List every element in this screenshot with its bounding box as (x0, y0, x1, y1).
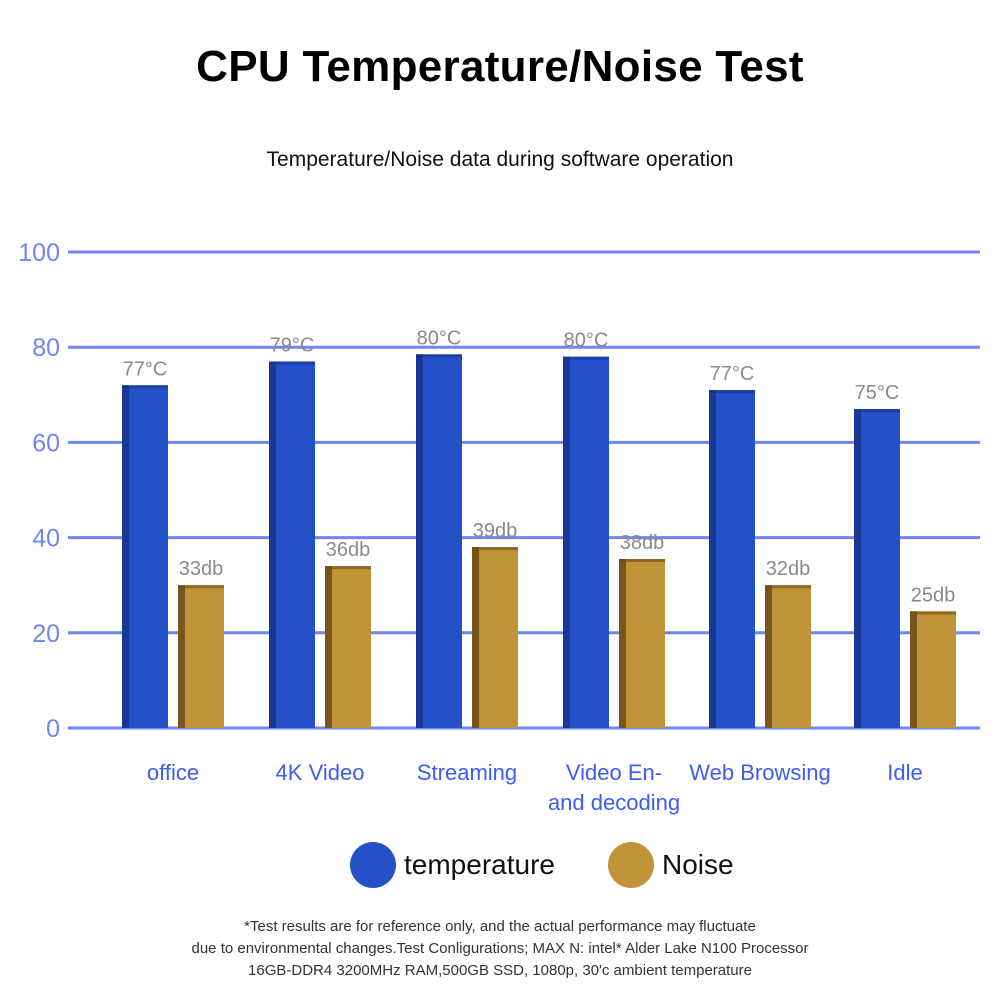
noise-bar-shade (619, 559, 626, 728)
temperature-value-label: 77°C (710, 363, 755, 385)
x-category-label: 4K Video (276, 760, 365, 785)
legend-item-temperature: temperature (350, 842, 555, 888)
bars (122, 354, 956, 728)
grid-lines (68, 250, 980, 730)
footnote-line: 16GB-DDR4 3200MHz RAM,500GB SSD, 1080p, … (248, 962, 752, 979)
noise-bar (910, 611, 956, 728)
temperature-bar (854, 409, 900, 728)
y-tick-label: 0 (46, 715, 60, 743)
temperature-bar-shade (709, 390, 716, 728)
noise-bar-top (472, 547, 518, 551)
noise-value-label: 39db (473, 520, 518, 542)
y-tick-label: 80 (32, 334, 60, 362)
legend-label-temperature: temperature (404, 849, 555, 880)
temperature-bar-top (563, 356, 609, 360)
x-category-label: Web Browsing (689, 760, 830, 785)
noise-bar (325, 566, 371, 728)
temperature-bar-top (269, 361, 315, 365)
noise-bar-shade (910, 611, 917, 728)
bar-chart: 0 20 40 60 80 100 77°C 79°C 80°C 80°C 77°C 75°C 33d… (18, 239, 980, 815)
noise-value-label: 38db (620, 532, 665, 554)
noise-bar-top (178, 585, 224, 589)
noise-value-label: 33db (179, 558, 224, 580)
temperature-bar-top (854, 409, 900, 413)
noise-value-label: 25db (911, 584, 956, 606)
value-labels: 77°C 79°C 80°C 80°C 77°C 75°C 33db 36db 39db 38db… (123, 327, 956, 606)
y-axis-ticks: 0 20 40 60 80 100 (18, 239, 60, 743)
temperature-bar-face (563, 356, 609, 728)
chart-title: CPU Temperature/Noise Test (196, 42, 804, 91)
noise-bar-top (910, 611, 956, 615)
noise-bar-shade (178, 585, 185, 728)
noise-bar (765, 585, 811, 728)
temperature-bar-top (416, 354, 462, 358)
temperature-value-label: 80°C (564, 330, 609, 352)
legend-item-noise: Noise (608, 842, 734, 888)
x-category-label: Video En- (566, 760, 662, 785)
legend-swatch-temperature (350, 842, 396, 888)
temperature-bar-shade (122, 385, 129, 728)
noise-bar-face (178, 585, 224, 728)
x-category-label: Idle (887, 760, 922, 785)
temperature-bar-face (854, 409, 900, 728)
noise-bar (472, 547, 518, 728)
footnote-line: due to environmental changes.Test Conlig… (191, 940, 809, 957)
temperature-bar-top (122, 385, 168, 389)
temperature-bar-face (709, 390, 755, 728)
temperature-bar-shade (269, 361, 276, 728)
temperature-bar-shade (416, 354, 423, 728)
noise-bar-shade (472, 547, 479, 728)
temperature-value-label: 79°C (270, 334, 315, 356)
temperature-bar (269, 361, 315, 728)
noise-value-label: 36db (326, 539, 371, 561)
noise-bar-face (472, 547, 518, 728)
y-tick-label: 40 (32, 525, 60, 553)
temperature-value-label: 75°C (855, 382, 900, 404)
footnote: *Test results are for reference only, an… (0, 916, 1000, 982)
noise-bar-shade (325, 566, 332, 728)
temperature-value-label: 77°C (123, 358, 168, 380)
temperature-bar-face (122, 385, 168, 728)
x-axis-categories: office 4K Video Streaming Video En-and deco… (147, 760, 923, 815)
y-tick-label: 100 (18, 239, 60, 267)
temperature-bar-shade (563, 356, 570, 728)
temperature-value-label: 80°C (417, 327, 462, 349)
temperature-bar-shade (854, 409, 861, 728)
temperature-bar (416, 354, 462, 728)
noise-bar-top (325, 566, 371, 570)
noise-bar-face (325, 566, 371, 728)
y-tick-label: 60 (32, 429, 60, 457)
noise-bar (178, 585, 224, 728)
noise-bar (619, 559, 665, 728)
temperature-bar-face (416, 354, 462, 728)
legend: temperature Noise (0, 842, 1000, 890)
temperature-bar-face (269, 361, 315, 728)
legend-swatch-noise (608, 842, 654, 888)
x-category-label: office (147, 760, 199, 785)
y-tick-label: 20 (32, 620, 60, 648)
footnote-line: *Test results are for reference only, an… (244, 918, 756, 935)
noise-bar-face (910, 611, 956, 728)
noise-bar-shade (765, 585, 772, 728)
temperature-bar (563, 356, 609, 728)
noise-bar-face (765, 585, 811, 728)
chart-subtitle: Temperature/Noise data during software o… (266, 148, 734, 171)
x-category-label: and decoding (548, 790, 680, 815)
noise-bar-top (619, 559, 665, 563)
noise-bar-face (619, 559, 665, 728)
noise-value-label: 32db (766, 558, 811, 580)
temperature-bar-top (709, 390, 755, 394)
legend-label-noise: Noise (662, 849, 734, 880)
temperature-bar (709, 390, 755, 728)
temperature-bar (122, 385, 168, 728)
noise-bar-top (765, 585, 811, 589)
x-category-label: Streaming (417, 760, 517, 785)
